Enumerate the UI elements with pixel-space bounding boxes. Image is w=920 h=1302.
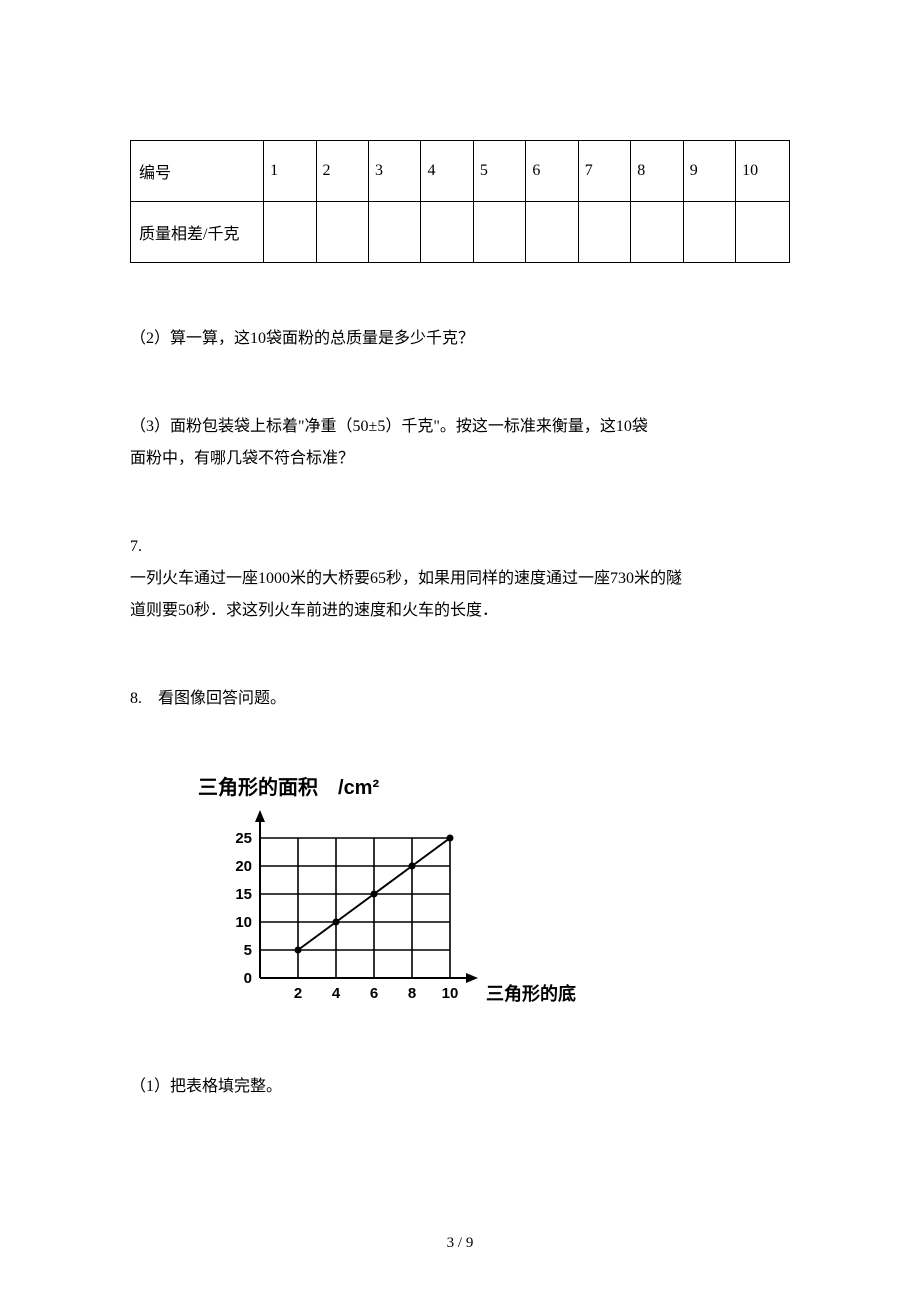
row2-label: 质量相差/千克	[131, 202, 264, 263]
table-row: 质量相差/千克	[131, 202, 790, 263]
svg-text:6: 6	[370, 985, 378, 1002]
table-row: 编号 1 2 3 4 5 6 7 8 9 10	[131, 141, 790, 202]
cell: 1	[264, 141, 316, 202]
row1-label: 编号	[131, 141, 264, 202]
page-footer: 3 / 9	[0, 1235, 920, 1252]
svg-text:5: 5	[244, 942, 252, 959]
cell: 7	[578, 141, 630, 202]
cell	[421, 202, 473, 263]
svg-text:20: 20	[235, 858, 252, 875]
cell: 9	[683, 141, 735, 202]
cell: 2	[316, 141, 368, 202]
mass-diff-table: 编号 1 2 3 4 5 6 7 8 9 10 质量相差/千克	[130, 140, 790, 263]
svg-text:8: 8	[408, 985, 416, 1002]
cell	[316, 202, 368, 263]
cell	[526, 202, 578, 263]
q7-line1: 一列火车通过一座1000米的大桥要65秒，如果用同样的速度通过一座730米的隧	[130, 570, 682, 587]
cell: 4	[421, 141, 473, 202]
triangle-area-chart: 三角形的面积 /cm² 0 5 10 15 20 25 2 4 6 8 10 三角形的底 / cm	[194, 771, 790, 1021]
cell: 5	[473, 141, 525, 202]
cell	[683, 202, 735, 263]
question-7-number: 7.	[130, 531, 790, 563]
question-2: （2）算一算，这10袋面粉的总质量是多少千克？	[130, 323, 790, 355]
svg-text:0: 0	[244, 970, 252, 987]
cell	[578, 202, 630, 263]
chart-svg: 0 5 10 15 20 25 2 4 6 8 10 三角形的底 / cm	[194, 806, 594, 1016]
cell	[264, 202, 316, 263]
svg-text:三角形的底 / cm: 三角形的底 / cm	[486, 983, 594, 1004]
cell	[473, 202, 525, 263]
cell: 10	[736, 141, 790, 202]
chart-y-title: 三角形的面积 /cm²	[198, 771, 790, 800]
cell: 6	[526, 141, 578, 202]
question-8-header: 8. 看图像回答问题。	[130, 683, 790, 715]
svg-text:15: 15	[235, 886, 252, 903]
q3-line2: 面粉中，有哪几袋不符合标准？	[130, 450, 354, 467]
cell	[736, 202, 790, 263]
chart-title-unit: cm²	[344, 777, 380, 799]
svg-text:4: 4	[332, 985, 341, 1002]
cell	[631, 202, 683, 263]
cell: 3	[368, 141, 420, 202]
svg-text:2: 2	[294, 985, 302, 1002]
cell	[368, 202, 420, 263]
svg-text:10: 10	[442, 985, 459, 1002]
question-8-sub1: （1）把表格填完整。	[130, 1071, 790, 1103]
q3-line1: （3）面粉包装袋上标着"净重（50±5）千克"。按这一标准来衡量，这10袋	[130, 418, 648, 435]
chart-title-text: 三角形的面积 /	[198, 777, 344, 799]
question-7-body: 一列火车通过一座1000米的大桥要65秒，如果用同样的速度通过一座730米的隧 …	[130, 563, 790, 627]
svg-text:25: 25	[235, 830, 252, 847]
svg-text:10: 10	[235, 914, 252, 931]
q7-line2: 道则要50秒．求这列火车前进的速度和火车的长度．	[130, 602, 498, 619]
cell: 8	[631, 141, 683, 202]
question-3: （3）面粉包装袋上标着"净重（50±5）千克"。按这一标准来衡量，这10袋 面粉…	[130, 411, 790, 475]
